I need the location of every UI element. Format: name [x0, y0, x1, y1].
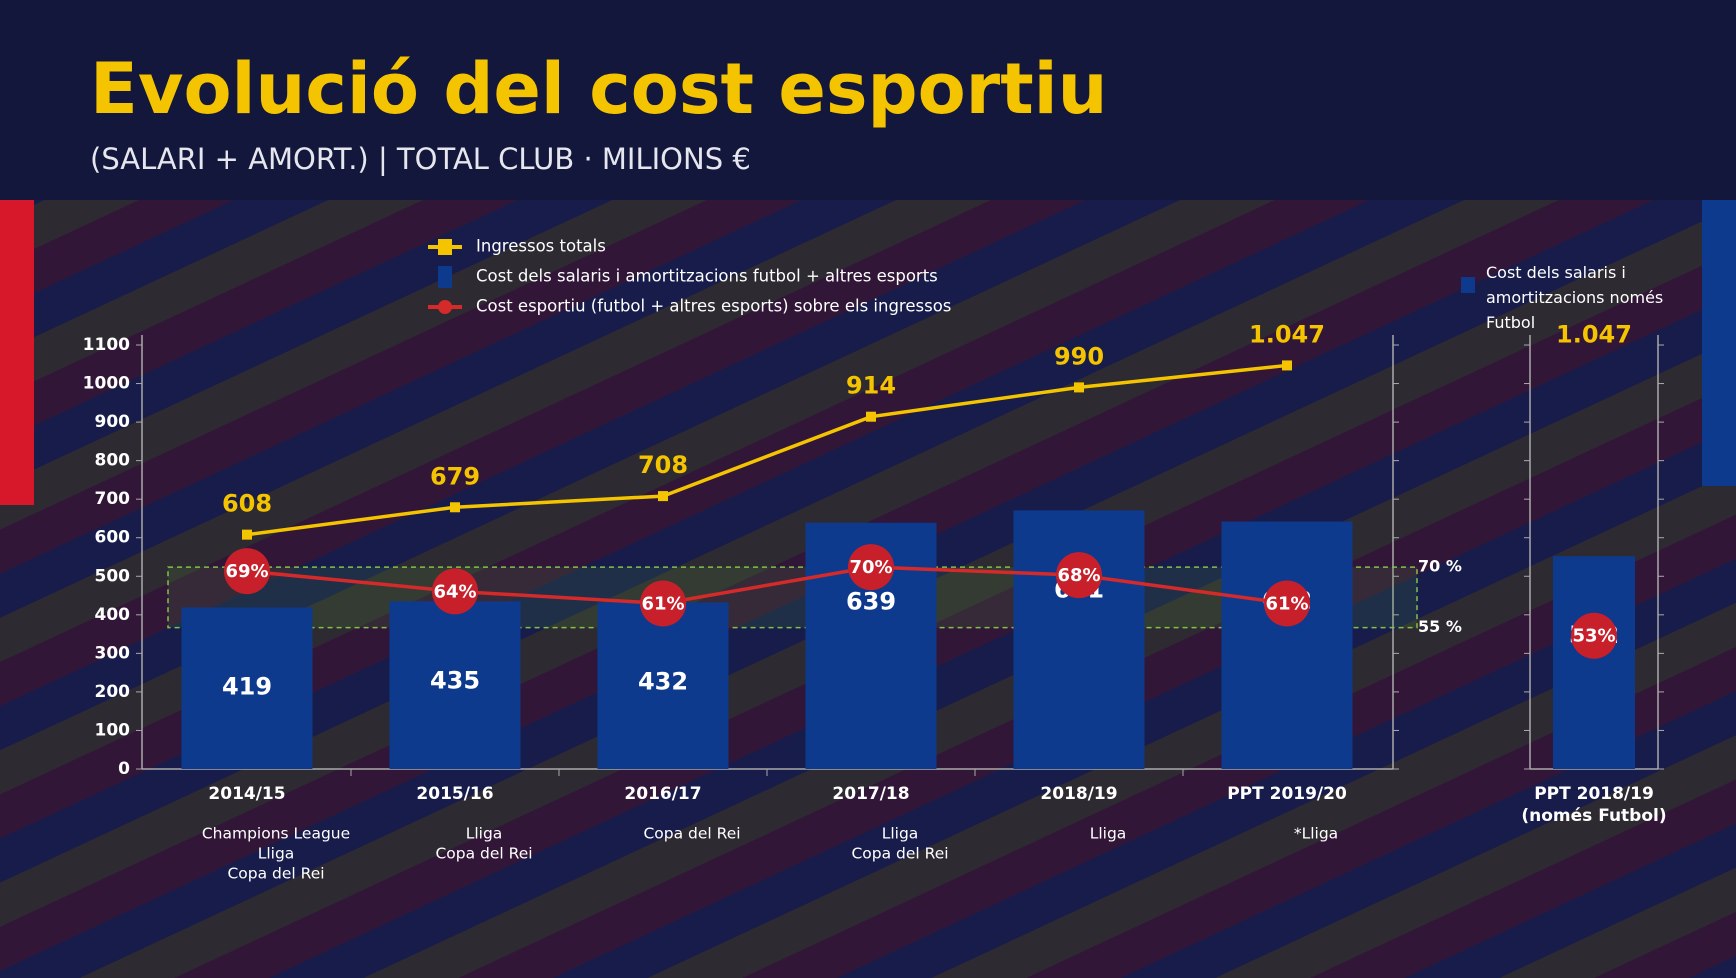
bar-value-label: 639	[846, 588, 896, 616]
y-tick-label: 1100	[83, 335, 130, 355]
legend-swatch	[438, 239, 452, 255]
y-tick-label: 200	[95, 682, 131, 702]
percent-marker	[432, 568, 478, 615]
y-tick-label: 100	[95, 720, 131, 740]
y2-tick-label: 55 %	[1418, 617, 1462, 636]
y-tick-label: 400	[95, 605, 131, 625]
legend-label: Cost dels salaris i amortitzacions només…	[1486, 263, 1664, 332]
category-note: Lliga	[258, 845, 295, 863]
revenue-label: 1.047	[1556, 320, 1632, 348]
left-accent	[0, 200, 34, 505]
bar	[181, 607, 313, 769]
x-tick-label: 2016/17	[624, 784, 701, 804]
bar	[389, 601, 521, 769]
revenue-marker	[1282, 360, 1292, 371]
right-accent	[1702, 200, 1736, 486]
revenue-label: 608	[222, 490, 272, 518]
x-tick-label: 2017/18	[832, 784, 909, 804]
category-note: Champions League	[202, 825, 350, 843]
percent-label: 61%	[1265, 593, 1308, 614]
percent-marker	[1571, 612, 1617, 659]
bar	[597, 602, 729, 769]
percent-label: 69%	[225, 561, 268, 582]
y-tick-label: 900	[95, 412, 131, 432]
percent-marker	[848, 544, 894, 591]
y-tick-label: 700	[95, 489, 131, 509]
revenue-marker	[242, 529, 252, 540]
y-tick-label: 0	[118, 759, 130, 779]
x-tick-label: 2014/15	[208, 784, 285, 804]
revenue-label: 679	[430, 462, 480, 490]
percent-marker	[1264, 580, 1310, 627]
y2-tick-label: 70 %	[1418, 557, 1462, 576]
legend-swatch	[438, 300, 452, 314]
category-note: Copa del Rei	[851, 845, 948, 863]
percent-label: 53%	[1572, 626, 1615, 647]
y-tick-label: 500	[95, 566, 131, 586]
category-note: Copa del Rei	[643, 825, 740, 843]
category-note: Lliga	[466, 825, 503, 843]
x-tick-label: PPT 2018/19	[1534, 784, 1654, 804]
y-tick-label: 300	[95, 643, 131, 663]
percent-label: 61%	[641, 593, 684, 614]
bar-value-label: 435	[430, 666, 480, 694]
revenue-marker	[450, 502, 460, 513]
bar-value-label: 419	[222, 672, 272, 700]
legend-swatch	[1461, 277, 1475, 293]
category-note: Copa del Rei	[435, 845, 532, 863]
line	[246, 363, 1288, 537]
bar	[1553, 556, 1635, 769]
x-tick-label: 2015/16	[416, 784, 493, 804]
revenue-label: 990	[1054, 342, 1104, 370]
percent-label: 70%	[849, 557, 892, 578]
target-band	[167, 566, 1418, 629]
percent-marker	[640, 580, 686, 627]
x-tick-label: PPT 2019/20	[1227, 784, 1347, 804]
category-note: Copa del Rei	[227, 865, 324, 883]
revenue-marker	[1074, 382, 1084, 393]
line	[246, 565, 1288, 606]
percent-marker	[224, 548, 270, 595]
x-tick-label: 2018/19	[1040, 784, 1117, 804]
percent-label: 68%	[1057, 565, 1100, 586]
legend-label: Cost esportiu (futbol + altres esports) …	[476, 297, 951, 316]
revenue-label: 1.047	[1249, 320, 1325, 348]
bar	[1221, 521, 1353, 769]
category-note: Lliga	[882, 825, 919, 843]
revenue-marker	[866, 411, 876, 422]
y-tick-label: 600	[95, 528, 131, 548]
y-tick-label: 1000	[83, 374, 130, 394]
legend-swatch	[438, 266, 452, 288]
legend-label: Cost dels salaris i amortitzacions futbo…	[476, 267, 938, 286]
revenue-marker	[658, 491, 668, 502]
percent-marker	[1056, 552, 1102, 599]
revenue-label: 708	[638, 451, 688, 479]
revenue-label: 914	[846, 372, 896, 400]
y-tick-label: 800	[95, 451, 131, 471]
category-note: *Lliga	[1294, 825, 1338, 843]
category-note: Lliga	[1090, 825, 1127, 843]
chart-subtitle: (SALARI + AMORT.) | TOTAL CLUB · MILIONS…	[90, 142, 751, 176]
category-note: (només Futbol)	[1521, 806, 1666, 826]
percent-label: 64%	[433, 581, 476, 602]
chart-title: Evolució del cost esportiu	[90, 48, 1108, 130]
bar	[1013, 510, 1145, 769]
legend-label: Ingressos totals	[476, 237, 606, 256]
bar-value-label: 432	[638, 667, 688, 695]
